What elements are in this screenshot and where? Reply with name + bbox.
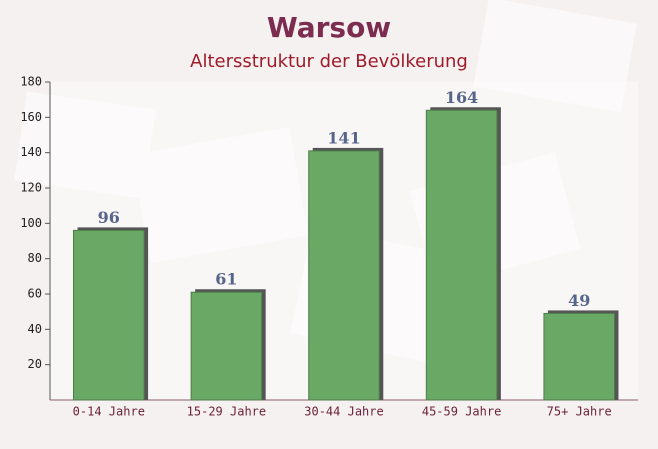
bar	[543, 312, 615, 401]
value-label: 141	[327, 128, 360, 147]
y-tick-label: 140	[20, 145, 42, 159]
y-tick-label: 40	[28, 322, 42, 336]
bar	[308, 150, 380, 401]
bar	[190, 291, 263, 401]
x-tick-label: 45-59 Jahre	[422, 405, 501, 419]
chart-title: Warsow	[267, 11, 391, 44]
y-tick-label: 160	[20, 110, 42, 124]
y-tick-label: 60	[28, 287, 42, 301]
value-label: 61	[215, 270, 237, 289]
chart-subtitle: Altersstruktur der Bevölkerung	[190, 51, 468, 72]
y-tick-label: 80	[28, 251, 42, 265]
value-label: 164	[445, 88, 478, 107]
x-tick-label: 30-44 Jahre	[304, 405, 383, 419]
value-label: 96	[98, 208, 120, 227]
x-tick-label: 0-14 Jahre	[73, 405, 145, 419]
value-label: 49	[568, 291, 590, 310]
x-tick-label: 15-29 Jahre	[187, 405, 266, 419]
bar	[73, 229, 145, 401]
y-tick-label: 120	[20, 181, 42, 195]
y-tick-label: 20	[28, 357, 42, 371]
y-tick-label: 100	[20, 216, 42, 230]
bar	[425, 109, 498, 401]
x-tick-label: 75+ Jahre	[547, 405, 612, 419]
y-tick-label: 180	[20, 75, 42, 89]
